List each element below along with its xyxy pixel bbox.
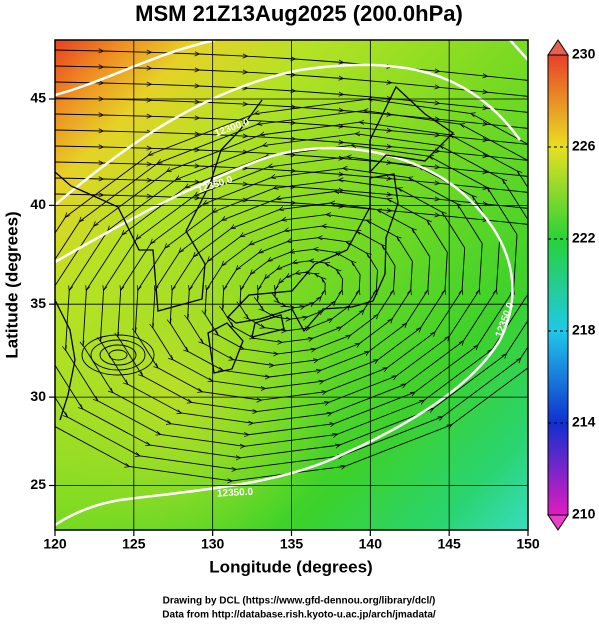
y-tick-label: 40 <box>30 196 46 212</box>
contour-line <box>509 40 528 61</box>
title: MSM 21Z13Aug2025 (200.0hPa) <box>135 1 463 26</box>
contour-label: 12350.0 <box>217 487 254 500</box>
grid <box>55 40 528 530</box>
y-axis-label: Latitude (degrees) <box>2 211 21 358</box>
colorbar-body <box>547 54 569 516</box>
coastline <box>251 314 285 338</box>
streamline <box>55 194 528 225</box>
streamline <box>108 349 128 361</box>
coastline <box>55 99 263 312</box>
axes: 120 125 130 135 140 145 150 25 30 35 40 45 <box>30 90 539 552</box>
contours <box>55 40 528 527</box>
streamline <box>81 334 155 376</box>
x-tick-label: 120 <box>43 536 67 552</box>
x-tick-label: 150 <box>516 536 540 552</box>
colorbar-tick-label: 214 <box>572 414 596 430</box>
colorbar-tick-label: 218 <box>572 322 596 338</box>
contour-line <box>55 146 514 527</box>
x-axis-label: Longitude (degrees) <box>209 557 372 576</box>
footer-line: Drawing by DCL (https://www.gfd-dennou.o… <box>163 596 436 607</box>
colorbar-tick-label: 226 <box>572 138 596 154</box>
x-tick-label: 140 <box>359 536 383 552</box>
y-tick-label: 45 <box>30 90 46 106</box>
coastline <box>227 173 399 333</box>
coastlines <box>55 85 455 421</box>
x-tick-label: 125 <box>122 536 146 552</box>
contour-line <box>55 40 216 97</box>
footer-line: Data from http://database.rish.kyoto-u.a… <box>162 610 436 621</box>
coastline <box>369 85 455 174</box>
coastline <box>55 299 76 421</box>
colorbar-tick-label: 230 <box>572 46 596 62</box>
colorbar-tick-label: 222 <box>572 230 596 246</box>
contour-line <box>55 63 522 206</box>
streamlines <box>55 50 528 481</box>
x-tick-label: 130 <box>201 536 225 552</box>
colorbar-extend <box>547 39 569 56</box>
colorbar-extend <box>547 514 569 531</box>
streamline <box>90 339 146 371</box>
x-tick-label: 135 <box>280 536 304 552</box>
y-tick-label: 35 <box>30 295 46 311</box>
colorbar-tick-label: 210 <box>572 506 596 522</box>
colorbar: 210 214 218 222 226 230 <box>547 39 596 531</box>
x-tick-label: 145 <box>437 536 461 552</box>
y-tick-label: 30 <box>30 388 46 404</box>
streamline <box>99 344 137 366</box>
y-tick-label: 25 <box>30 476 46 492</box>
